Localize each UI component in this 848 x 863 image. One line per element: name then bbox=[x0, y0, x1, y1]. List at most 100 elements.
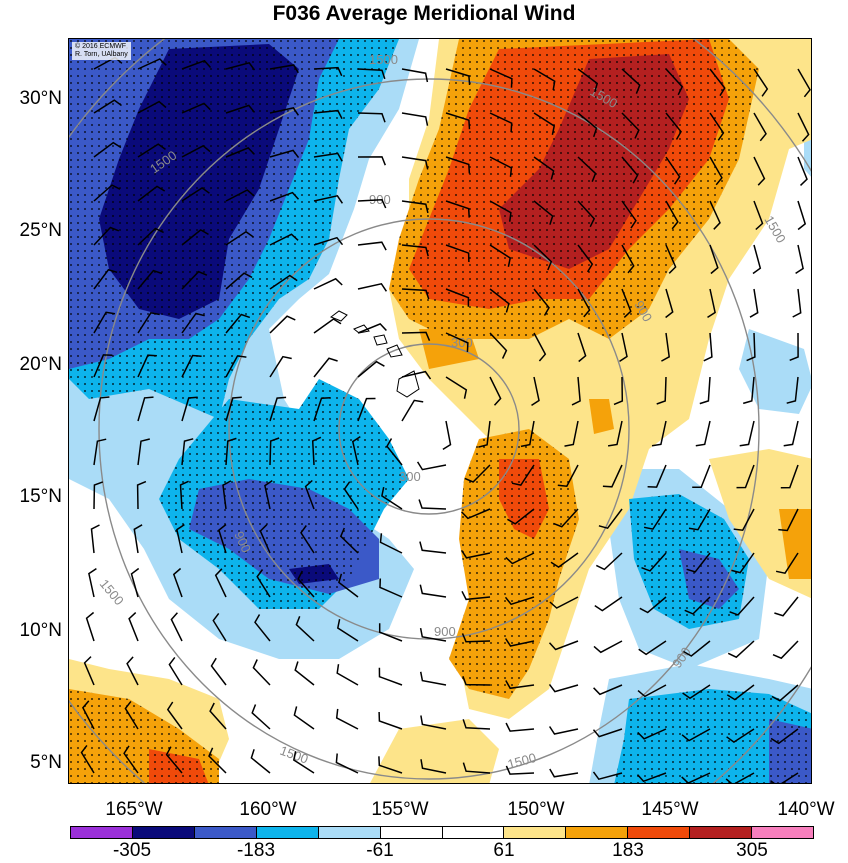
wind-barb bbox=[124, 700, 139, 730]
wind-barb bbox=[264, 479, 273, 510]
wind-barb bbox=[130, 567, 140, 598]
wind-barb bbox=[300, 525, 315, 554]
wind-barb bbox=[638, 640, 667, 656]
lon-label: 150°W bbox=[507, 799, 565, 820]
wind-barb bbox=[771, 684, 799, 702]
wind-barb bbox=[181, 312, 205, 334]
wind-barb bbox=[137, 438, 150, 466]
wind-barb bbox=[505, 680, 535, 690]
wind-barb bbox=[165, 746, 183, 774]
wind-barb bbox=[93, 226, 120, 246]
wind-barb bbox=[225, 272, 253, 290]
wind-barb bbox=[259, 524, 271, 554]
wind-barb bbox=[401, 68, 429, 83]
wind-barb bbox=[594, 596, 623, 612]
wind-barb bbox=[709, 244, 719, 275]
wind-barb bbox=[445, 200, 470, 218]
wind-barb bbox=[225, 313, 251, 334]
wind-barb bbox=[749, 288, 759, 318]
wind-barb bbox=[357, 360, 385, 378]
lat-label: 15°N bbox=[19, 486, 62, 507]
wind-barb bbox=[533, 112, 556, 135]
wind-barb bbox=[295, 616, 315, 642]
wind-barb bbox=[752, 244, 762, 275]
wind-barb bbox=[770, 728, 799, 745]
wind-barb bbox=[725, 772, 755, 783]
wind-barb bbox=[179, 480, 189, 510]
wind-map: 1500 1500 1500 900 900 900 900 300 300 9… bbox=[69, 39, 811, 783]
wind-barb bbox=[753, 68, 769, 97]
colorbar-swatch bbox=[194, 827, 257, 838]
wind-barb bbox=[726, 728, 755, 744]
wind-barb bbox=[83, 656, 95, 686]
lat-label: 5°N bbox=[30, 752, 62, 773]
wind-barb bbox=[641, 552, 667, 572]
wind-barb bbox=[511, 464, 535, 486]
wind-barb bbox=[789, 332, 799, 361]
wind-barb bbox=[733, 508, 755, 532]
wind-barb bbox=[505, 722, 535, 732]
wind-barb bbox=[210, 657, 227, 686]
wind-barb bbox=[746, 332, 756, 362]
wind-barb bbox=[489, 288, 510, 313]
wind-barb bbox=[639, 596, 667, 614]
wind-barb bbox=[686, 552, 711, 573]
wind-barb bbox=[357, 241, 387, 251]
wind-barb bbox=[181, 102, 211, 114]
wind-barb bbox=[335, 753, 359, 774]
wind-barb bbox=[269, 107, 300, 116]
wind-barb bbox=[225, 230, 254, 246]
wind-barb bbox=[445, 244, 470, 263]
wind-barb bbox=[93, 354, 113, 378]
wind-barb bbox=[176, 523, 185, 554]
wind-barb bbox=[90, 524, 100, 554]
wind-barb bbox=[533, 332, 547, 362]
wind-barb bbox=[577, 288, 591, 318]
wind-barb bbox=[753, 156, 766, 186]
colorbar-swatch bbox=[71, 827, 133, 838]
wind-barb bbox=[461, 508, 491, 520]
lon-label: 160°W bbox=[239, 799, 297, 820]
wind-barb bbox=[137, 354, 157, 378]
wind-barb bbox=[739, 420, 755, 447]
wind-barb bbox=[595, 552, 623, 571]
wind-barb bbox=[683, 640, 711, 657]
wind-barb bbox=[381, 486, 403, 510]
wind-barb bbox=[621, 244, 635, 274]
wind-barb bbox=[222, 480, 232, 510]
wind-barbs bbox=[80, 56, 811, 783]
lat-label: 25°N bbox=[19, 220, 62, 241]
wind-barb bbox=[254, 614, 271, 642]
colorbar-label: 183 bbox=[612, 840, 644, 861]
wind-barb bbox=[505, 552, 535, 565]
wind-barb bbox=[593, 684, 623, 696]
wind-barb bbox=[126, 656, 139, 686]
wind-barb bbox=[592, 771, 623, 781]
wind-barb bbox=[533, 68, 556, 91]
wind-barb bbox=[379, 578, 403, 598]
wind-barb bbox=[489, 200, 512, 222]
lat-label: 10°N bbox=[19, 620, 62, 641]
lat-label: 20°N bbox=[19, 354, 62, 375]
wind-barb bbox=[168, 656, 183, 686]
contour-label: 300 bbox=[399, 469, 421, 484]
wind-barb bbox=[137, 185, 166, 202]
wind-barb bbox=[137, 227, 164, 246]
wind-barb bbox=[128, 612, 139, 642]
wind-barb bbox=[577, 200, 596, 228]
wind-barb bbox=[93, 99, 122, 114]
wind-barb bbox=[797, 68, 811, 98]
wind-barb bbox=[181, 270, 208, 290]
wind-barb bbox=[549, 596, 579, 609]
wind-barb bbox=[208, 747, 227, 774]
wind-barb bbox=[252, 659, 271, 686]
wind-barb bbox=[225, 396, 242, 422]
wind-barb bbox=[549, 768, 579, 778]
wind-barb bbox=[269, 437, 280, 466]
wind-barb bbox=[665, 156, 681, 185]
wind-barb bbox=[504, 638, 535, 647]
wind-barb bbox=[181, 59, 212, 70]
wind-barb bbox=[797, 112, 810, 142]
wind-barb bbox=[136, 480, 147, 510]
wind-barb bbox=[533, 288, 550, 316]
